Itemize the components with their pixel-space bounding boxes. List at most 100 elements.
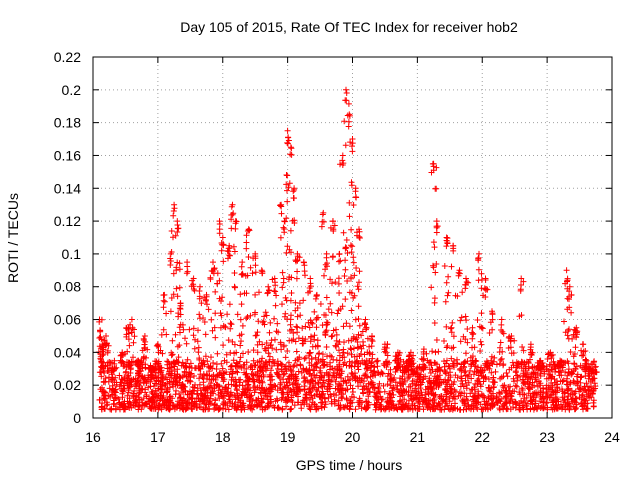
x-axis-label: GPS time / hours xyxy=(296,457,403,473)
data-point xyxy=(395,357,402,364)
y-tick-label: 0.2 xyxy=(62,82,82,98)
data-point xyxy=(132,397,138,404)
data-point xyxy=(109,392,116,398)
data-point xyxy=(450,362,457,369)
data-point xyxy=(463,396,470,403)
data-point xyxy=(172,375,178,382)
data-point xyxy=(261,406,268,413)
data-point xyxy=(294,324,301,331)
data-point xyxy=(478,373,485,379)
data-point xyxy=(373,403,380,410)
data-point xyxy=(442,368,448,375)
x-tick-label: 20 xyxy=(345,429,361,445)
x-tick-label: 17 xyxy=(150,429,166,445)
data-point xyxy=(325,306,332,313)
data-point xyxy=(354,363,361,370)
data-point xyxy=(175,354,182,361)
data-point xyxy=(196,311,203,318)
data-point xyxy=(345,337,352,344)
data-point xyxy=(385,398,392,404)
data-point xyxy=(98,359,105,366)
data-point xyxy=(577,362,584,369)
data-point xyxy=(324,386,331,392)
data-point xyxy=(282,354,289,361)
data-point xyxy=(285,184,292,191)
data-point xyxy=(96,318,103,325)
data-point xyxy=(264,396,271,403)
data-point xyxy=(514,377,521,384)
data-point xyxy=(356,235,363,241)
data-point xyxy=(130,339,137,346)
y-axis-label: ROTI / TECUs xyxy=(5,193,21,283)
data-point xyxy=(361,372,368,379)
data-point xyxy=(206,405,213,412)
data-point xyxy=(136,396,143,403)
data-point xyxy=(252,269,259,276)
data-point xyxy=(218,360,225,367)
data-point xyxy=(493,393,500,400)
data-point xyxy=(519,404,526,411)
data-point xyxy=(349,399,355,406)
data-point xyxy=(174,229,181,235)
data-point xyxy=(435,400,442,407)
data-point xyxy=(336,251,343,258)
data-point xyxy=(99,384,105,391)
data-point xyxy=(182,387,189,394)
data-point xyxy=(190,283,197,290)
data-point xyxy=(219,294,226,301)
data-point xyxy=(564,372,571,379)
data-point xyxy=(190,325,197,332)
data-point xyxy=(150,365,157,372)
data-point xyxy=(444,381,451,388)
data-point xyxy=(285,385,292,392)
data-point xyxy=(127,366,134,373)
data-point xyxy=(322,312,329,319)
data-point xyxy=(512,399,519,406)
data-point xyxy=(283,399,289,406)
data-point xyxy=(457,383,464,390)
data-point xyxy=(329,332,336,339)
data-point xyxy=(200,357,207,364)
data-point xyxy=(143,392,150,398)
y-tick-label: 0.04 xyxy=(54,344,81,360)
data-point xyxy=(222,406,229,413)
data-point xyxy=(267,377,274,384)
data-point xyxy=(322,261,329,268)
data-point xyxy=(335,402,342,409)
data-point xyxy=(230,357,237,364)
data-point xyxy=(347,242,354,249)
data-point xyxy=(246,398,253,405)
data-point xyxy=(448,390,455,397)
data-point xyxy=(448,345,455,352)
data-point xyxy=(123,364,130,371)
data-point xyxy=(566,406,573,413)
data-point xyxy=(294,305,301,311)
data-point xyxy=(196,365,203,372)
data-point xyxy=(174,293,181,300)
data-point xyxy=(401,377,408,384)
data-point xyxy=(522,399,529,406)
data-point xyxy=(527,405,534,412)
data-point xyxy=(302,323,309,330)
data-point xyxy=(259,270,266,277)
data-point xyxy=(367,351,373,357)
data-point xyxy=(164,380,170,387)
data-point xyxy=(479,325,486,332)
data-point xyxy=(251,389,258,396)
data-point xyxy=(572,399,579,406)
data-point xyxy=(332,342,339,349)
data-point xyxy=(168,365,174,371)
data-point xyxy=(513,364,520,371)
data-point xyxy=(301,374,308,380)
data-point xyxy=(433,375,440,382)
data-point xyxy=(343,320,350,327)
data-point xyxy=(373,397,380,404)
data-point xyxy=(491,384,497,390)
x-tick-label: 21 xyxy=(410,429,426,445)
data-point xyxy=(230,210,237,217)
data-point xyxy=(142,389,149,396)
data-point xyxy=(563,378,570,385)
data-point xyxy=(179,403,186,410)
data-point xyxy=(454,374,461,381)
data-point xyxy=(582,387,589,394)
